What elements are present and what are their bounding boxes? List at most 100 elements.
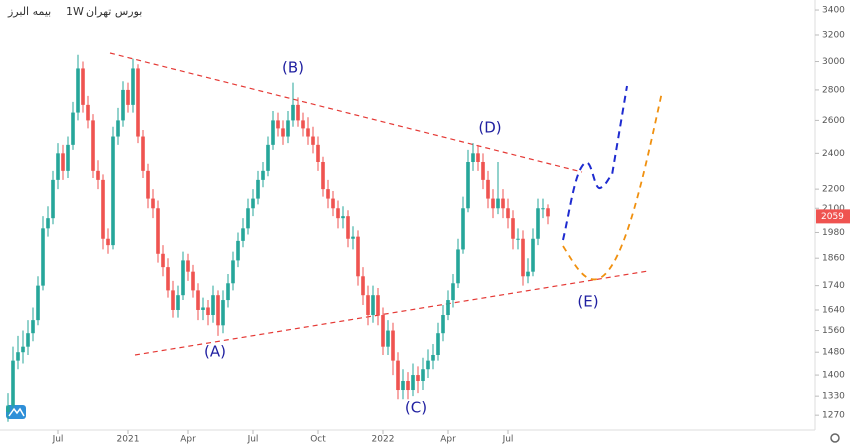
candle-body <box>6 405 10 412</box>
x-tick-label: Jul <box>52 435 64 445</box>
candle-body <box>146 170 150 199</box>
candle-body <box>526 271 530 277</box>
wave-label: (A) <box>204 343 226 361</box>
candle-body <box>86 104 90 121</box>
candle-body <box>91 120 95 171</box>
candle-body <box>126 89 130 105</box>
candle-body <box>171 290 175 310</box>
x-tick-label: Apr <box>440 435 456 445</box>
candle-body <box>201 307 205 310</box>
candle-body <box>161 253 165 268</box>
candle-body <box>481 161 485 180</box>
candle-body <box>546 208 550 217</box>
candle-body <box>421 369 425 381</box>
wave-label: (C) <box>405 399 427 417</box>
candle-body <box>401 380 405 391</box>
y-tick-label: 3400 <box>822 6 845 16</box>
y-tick-label: 1980 <box>822 228 845 238</box>
upper-trendline <box>109 52 583 173</box>
candle-body <box>291 104 295 121</box>
candle-body <box>136 68 140 137</box>
projection-orange <box>562 91 663 281</box>
wave-label: (B) <box>282 59 304 77</box>
candle-body <box>431 354 435 361</box>
candle-body <box>346 216 350 239</box>
x-tick-label: 2022 <box>372 435 395 445</box>
candle-body <box>286 120 290 137</box>
candle-body <box>326 189 330 199</box>
candle-body <box>176 295 180 310</box>
drawings <box>109 52 663 356</box>
last-price-box <box>816 209 850 224</box>
candle-body <box>426 360 430 370</box>
candle-body <box>61 153 65 171</box>
y-tick-label: 1740 <box>822 281 845 291</box>
candle-body <box>496 198 500 209</box>
y-tick-label: 1640 <box>822 305 845 315</box>
candle-body <box>76 68 80 113</box>
candle-body <box>66 144 70 171</box>
candle-body <box>111 136 115 246</box>
candle-body <box>211 295 215 316</box>
candle-body <box>276 120 280 129</box>
logo <box>6 405 26 419</box>
y-tick-label: 2800 <box>822 85 845 95</box>
candle-body <box>96 170 100 180</box>
candle-body <box>216 295 220 326</box>
candle-body <box>321 161 325 190</box>
settings-icon[interactable] <box>830 433 840 443</box>
candle-body <box>536 208 540 239</box>
x-tick-label: Apr <box>180 435 196 445</box>
y-tick-label: 1560 <box>822 326 845 336</box>
candle-body <box>411 375 415 391</box>
candle-body <box>256 179 260 199</box>
candle-body <box>16 352 20 361</box>
symbol: بیمه البرز <box>7 5 51 18</box>
candle-body <box>331 198 335 209</box>
candle-body <box>456 249 460 284</box>
wave-label: (D) <box>478 119 501 137</box>
candle-body <box>131 68 135 105</box>
y-tick-label: 2200 <box>822 185 845 195</box>
candle-body <box>336 208 340 219</box>
candle-body <box>476 153 480 162</box>
candle-body <box>416 375 420 381</box>
candle-body <box>356 236 360 277</box>
candle-body <box>246 208 250 229</box>
candle-body <box>316 144 320 162</box>
candle-body <box>506 208 510 219</box>
candle-body <box>351 236 355 239</box>
y-tick-label: 1860 <box>822 254 845 264</box>
logo-mark <box>8 407 25 417</box>
candle-body <box>511 218 515 239</box>
candle-body <box>221 300 225 326</box>
x-tick-label: Jul <box>502 435 514 445</box>
candle-body <box>486 179 490 199</box>
candle-body <box>296 104 300 121</box>
candle-body <box>471 153 475 162</box>
candle-body <box>121 89 125 121</box>
candle-body <box>106 238 110 246</box>
candle-body <box>386 330 390 347</box>
candle-body <box>391 330 395 361</box>
candle-body <box>41 228 45 286</box>
candle-body <box>371 295 375 316</box>
candles <box>6 54 550 422</box>
candle-body <box>366 295 370 316</box>
y-tick-label: 2100 <box>822 204 845 214</box>
candle-body <box>226 283 230 301</box>
candle-body <box>521 238 525 277</box>
y-tick-label: 2400 <box>822 149 845 159</box>
candle-body <box>266 144 270 171</box>
y-tick-label: 3200 <box>822 30 845 40</box>
candle-body <box>191 271 195 291</box>
y-tick-label: 1480 <box>822 348 845 358</box>
candle-body <box>446 300 450 316</box>
candle-body <box>261 170 265 180</box>
candle-body <box>101 179 105 239</box>
candle-body <box>51 179 55 219</box>
x-tick-label: 2021 <box>117 435 140 445</box>
y-tick-label: 3000 <box>822 57 845 67</box>
